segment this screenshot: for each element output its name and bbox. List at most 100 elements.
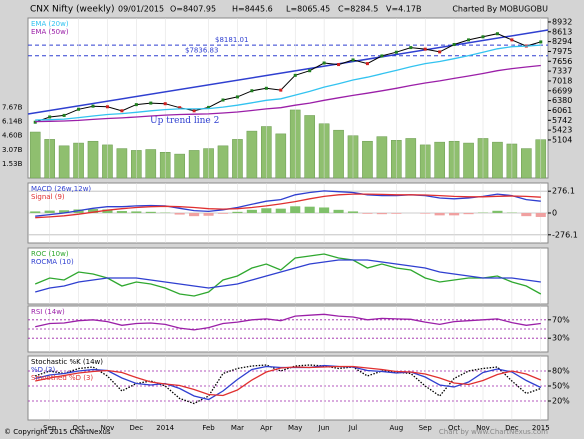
histogram-bar <box>521 213 532 217</box>
price-mark <box>337 63 341 67</box>
y-tick-label: 20% <box>552 397 570 406</box>
y-tick-label: 7975 <box>552 47 572 56</box>
series-line <box>34 364 542 405</box>
x-tick-label: Dec <box>130 424 144 432</box>
price-mark <box>62 113 66 117</box>
x-tick-label: Oct <box>448 424 460 432</box>
y-tick-label: 0 <box>552 209 557 218</box>
price-mark <box>48 115 52 119</box>
histogram-bar <box>347 211 359 213</box>
volume-bar <box>174 153 185 179</box>
price-mark <box>423 47 427 51</box>
histogram-bar <box>246 209 257 213</box>
histogram-bar <box>217 213 229 214</box>
histogram-bar <box>319 207 330 213</box>
histogram-bar <box>290 206 301 213</box>
panel <box>27 355 549 421</box>
legend-label: EMA (50w) <box>31 28 69 36</box>
price-mark <box>192 109 196 113</box>
histogram-bar <box>189 213 200 217</box>
legend-label: RSI (14w) <box>31 308 65 316</box>
histogram-bar <box>145 211 156 213</box>
legend-label: MACD (26w,12w) <box>31 185 91 193</box>
x-tick-label: 2015 <box>532 424 550 432</box>
price-mark <box>207 105 211 109</box>
y2-tick-label: 4.60B <box>2 132 23 140</box>
legend-label: Signal (9) <box>31 193 65 201</box>
volume-bar <box>58 145 70 179</box>
histogram-bar <box>434 213 445 216</box>
y-tick-label: 7337 <box>552 67 572 76</box>
price-mark <box>351 58 355 62</box>
histogram-bar <box>174 213 185 215</box>
legend-label: ROC (10w) <box>31 250 69 258</box>
histogram-bar <box>463 213 474 215</box>
volume-bar <box>116 148 128 179</box>
price-mark <box>394 50 398 54</box>
panel <box>27 247 549 305</box>
x-tick-label: Aug <box>389 424 403 432</box>
histogram-bar <box>131 211 142 213</box>
x-tick-label: Dec <box>505 424 519 432</box>
x-tick-label: Jun <box>318 424 330 432</box>
price-mark <box>308 69 312 73</box>
x-tick-label: 2014 <box>156 424 174 432</box>
y-tick-label: 80% <box>552 367 570 376</box>
price-mark <box>293 73 297 77</box>
price-mark <box>539 40 543 44</box>
y-tick-label: 7018 <box>552 76 572 85</box>
y-tick-label: 276.1 <box>552 187 575 196</box>
series-line <box>35 33 541 123</box>
volume-bar <box>246 130 258 179</box>
y-tick-label: 8294 <box>552 37 572 46</box>
price-mark <box>120 109 124 113</box>
histogram-bar <box>116 211 127 213</box>
legend-label: Stochastic %K (14w) <box>31 358 103 366</box>
volume-bar <box>405 138 417 179</box>
histogram-bar <box>362 213 373 214</box>
x-tick-label: Nov <box>101 424 115 432</box>
x-tick-label: May <box>288 424 302 432</box>
price-mark <box>250 89 254 93</box>
y-tick-label: 8932 <box>552 17 572 26</box>
high: H=8445.6 <box>232 5 273 14</box>
histogram-bar <box>449 213 460 216</box>
annotation-label: $7836.83 <box>185 47 218 55</box>
price-mark <box>149 101 153 105</box>
price-mark <box>510 38 514 42</box>
series-line <box>35 190 541 217</box>
series-line <box>35 64 541 123</box>
y-tick-label: 50% <box>552 382 570 391</box>
legend-label: %D (3) <box>31 366 55 374</box>
legend-label: EMA (20w) <box>31 20 69 28</box>
legend-label: Smoothed %D (3) <box>31 374 93 382</box>
y-tick-label: 70% <box>552 315 570 324</box>
histogram-bar <box>232 211 243 213</box>
series-line <box>34 253 542 297</box>
histogram-bar <box>87 209 99 213</box>
histogram-bar <box>492 210 503 213</box>
volume-bar <box>333 129 344 179</box>
volume-bar <box>304 115 315 179</box>
histogram-bar <box>102 209 113 213</box>
volume-bar <box>275 133 287 179</box>
y2-tick-label: 7.67B <box>2 103 23 111</box>
price-mark <box>452 43 456 47</box>
histogram-bar <box>391 213 402 214</box>
y2-tick-label: 1.53B <box>2 160 23 168</box>
price-mark <box>322 61 326 65</box>
volume-bar <box>188 150 200 179</box>
histogram-bar <box>59 210 70 213</box>
trendline-label: Up trend line 2 <box>150 116 219 126</box>
open: O=8407.95 <box>170 5 216 14</box>
y-tick-label: 7656 <box>552 57 572 66</box>
annotation-label: $8181.01 <box>215 36 248 44</box>
chart-title: CNX Nifty (weekly) <box>30 5 115 15</box>
y2-tick-label: 6.14B <box>2 118 23 126</box>
series-line <box>35 193 541 219</box>
x-tick-label: Oct <box>73 424 85 432</box>
y-tick-label: 5104 <box>552 135 572 144</box>
x-tick-label: Sep <box>43 424 57 432</box>
volume-bar <box>217 145 229 179</box>
date: 09/01/2015 <box>118 5 164 14</box>
